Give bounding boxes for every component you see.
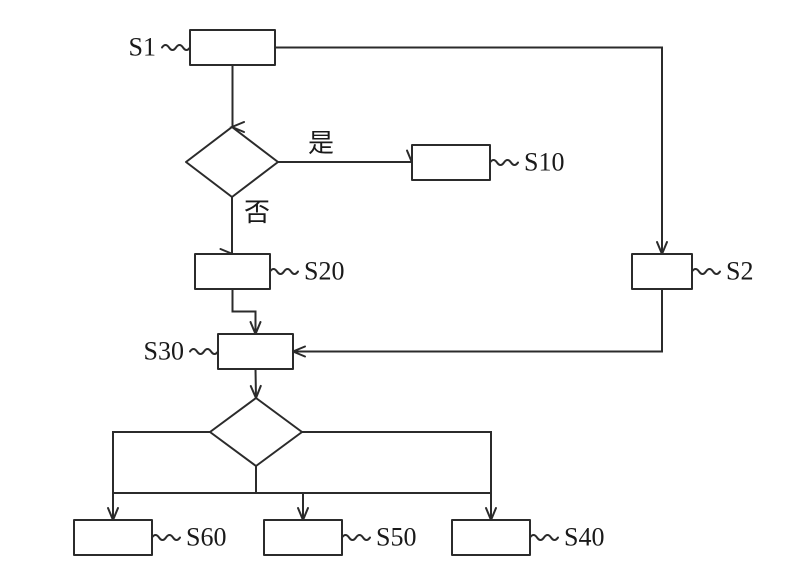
label-s30: S30 — [144, 337, 184, 366]
label-s10: S10 — [524, 148, 564, 177]
squiggle-connector — [190, 349, 218, 354]
flow-edge — [293, 289, 662, 352]
flow-edge — [302, 432, 491, 493]
label-s60: S60 — [186, 523, 226, 552]
flow-edge — [113, 493, 256, 520]
flow-box-s2 — [632, 254, 692, 289]
squiggle-connector — [270, 269, 298, 274]
flow-edge — [113, 432, 210, 493]
flow-decision-d2 — [210, 398, 302, 466]
squiggle-connector — [530, 535, 558, 540]
squiggle-connector — [692, 269, 720, 274]
squiggle-connector — [162, 45, 190, 50]
label-s40: S40 — [564, 523, 604, 552]
squiggle-connector — [152, 535, 180, 540]
label-s2: S2 — [726, 257, 753, 286]
label-s20: S20 — [304, 257, 344, 286]
flow-edge — [278, 162, 412, 163]
squiggle-connector — [342, 535, 370, 540]
flow-box-s60 — [74, 520, 152, 555]
flow-edge — [256, 493, 491, 520]
label-s1: S1 — [129, 33, 156, 62]
label-s50: S50 — [376, 523, 416, 552]
flow-box-s20 — [195, 254, 270, 289]
flow-edge — [256, 369, 257, 398]
flow-box-s1 — [190, 30, 275, 65]
flow-edge — [232, 197, 233, 254]
flow-box-s10 — [412, 145, 490, 180]
flow-decision-d1 — [186, 127, 278, 197]
flow-box-s50 — [264, 520, 342, 555]
squiggle-connector — [490, 160, 518, 165]
branch-no: 否 — [244, 198, 270, 227]
flow-box-s40 — [452, 520, 530, 555]
flow-box-s30 — [218, 334, 293, 369]
flow-edge — [232, 65, 233, 127]
branch-yes: 是 — [308, 129, 334, 158]
